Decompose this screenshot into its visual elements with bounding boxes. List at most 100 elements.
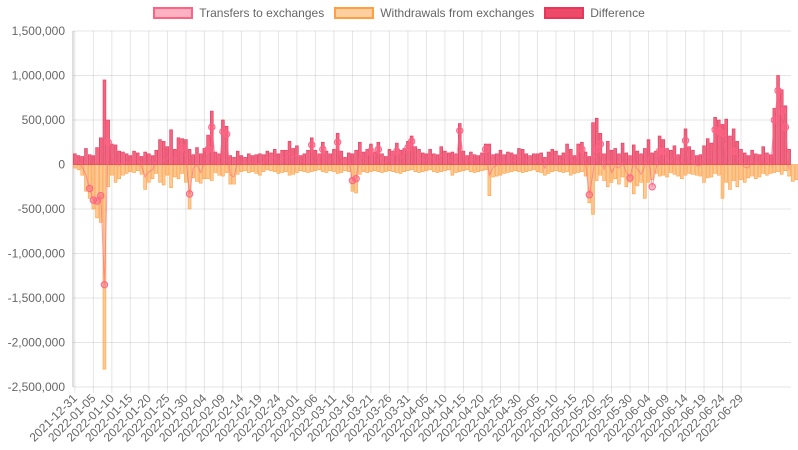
transfers-bar	[161, 141, 166, 165]
transfers-bar	[424, 153, 429, 165]
withdrawals-bar	[413, 164, 418, 172]
transfers-bar	[691, 149, 695, 165]
transfers-bar	[487, 143, 492, 165]
transfers-bar	[546, 151, 551, 165]
difference-point	[308, 141, 316, 149]
transfers-bar	[495, 153, 499, 165]
transfers-bar	[354, 149, 358, 165]
withdrawals-bar	[683, 164, 688, 176]
withdrawals-bar	[506, 164, 510, 173]
legend-label-transfers: Transfers to exchanges	[199, 6, 325, 20]
withdrawals-bar	[661, 164, 666, 176]
withdrawals-bar	[432, 164, 436, 172]
withdrawals-bar	[113, 164, 118, 183]
difference-line	[74, 90, 790, 285]
withdrawals-bar	[124, 164, 129, 174]
withdrawals-bar	[550, 164, 555, 172]
withdrawals-bar	[765, 164, 769, 176]
withdrawals-bar	[339, 164, 344, 173]
difference-point	[729, 147, 738, 155]
withdrawals-bar	[391, 164, 395, 172]
withdrawals-bar	[117, 164, 122, 180]
difference-point	[333, 138, 342, 146]
legend-label-difference: Difference	[590, 6, 645, 20]
transfers-bar	[95, 147, 99, 165]
difference-point	[319, 145, 327, 154]
withdrawals-bar	[380, 164, 384, 173]
difference-point	[204, 145, 212, 154]
transfers-bar	[720, 124, 725, 165]
difference-point	[93, 197, 101, 205]
difference-point	[648, 183, 656, 191]
difference-point	[352, 175, 360, 183]
difference-point	[655, 147, 664, 155]
transfers-bar	[650, 152, 654, 165]
difference-point	[178, 143, 186, 152]
difference-point	[659, 147, 668, 155]
withdrawals-bar	[398, 164, 403, 174]
withdrawals-bar	[376, 164, 381, 172]
transfers-bar	[498, 149, 503, 165]
transfers-bar	[750, 149, 754, 165]
transfers-bar	[350, 153, 355, 165]
withdrawals-bar	[276, 164, 281, 174]
difference-point	[774, 86, 782, 95]
withdrawals-bar	[335, 164, 340, 174]
withdrawals-bar	[328, 164, 332, 172]
transfers-bar	[491, 154, 495, 165]
withdrawals-bar	[287, 164, 292, 176]
legend-item-withdrawals[interactable]: Withdrawals from exchanges	[334, 6, 534, 20]
legend-item-difference[interactable]: Difference	[544, 6, 645, 20]
chart-legend: Transfers to exchanges Withdrawals from …	[0, 6, 798, 20]
transfers-bar	[606, 141, 610, 165]
withdrawals-bar	[343, 164, 347, 172]
transfers-bar	[543, 157, 547, 165]
withdrawals-bar	[724, 164, 728, 183]
transfers-bar	[561, 152, 566, 165]
withdrawals-bar	[702, 164, 706, 183]
transfers-bar	[731, 128, 736, 165]
transfers-bar	[80, 156, 84, 165]
transfers-bar	[502, 154, 506, 165]
withdrawals-bar	[295, 164, 299, 173]
withdrawals-bar	[709, 164, 714, 178]
withdrawals-bar	[535, 164, 540, 172]
transfers-bar	[598, 133, 603, 165]
withdrawals-bar	[580, 164, 584, 172]
withdrawals-bar	[272, 164, 277, 172]
withdrawals-bar	[524, 164, 529, 172]
withdrawals-bar	[757, 164, 762, 178]
withdrawals-bar	[136, 164, 140, 172]
transfers-bar	[276, 153, 281, 165]
withdrawals-bar	[761, 164, 765, 174]
transfers-bar	[620, 142, 625, 165]
difference-point	[97, 191, 105, 200]
legend-swatch-difference	[544, 7, 585, 19]
transfers-bar	[469, 151, 473, 165]
withdrawals-bar	[73, 164, 77, 169]
withdrawals-bar	[458, 164, 462, 172]
withdrawals-bar	[780, 164, 784, 175]
transfers-bar	[705, 138, 710, 165]
withdrawals-bar	[717, 164, 721, 176]
withdrawals-bar	[450, 164, 455, 176]
withdrawals-bar	[321, 164, 325, 172]
withdrawals-bar	[680, 164, 684, 180]
withdrawals-bar	[594, 164, 599, 181]
transfers-bar	[694, 155, 699, 165]
legend-item-transfers[interactable]: Transfers to exchanges	[153, 6, 324, 20]
transfers-bar	[657, 135, 662, 165]
withdrawals-bar	[546, 164, 551, 174]
transfers-bar	[247, 153, 251, 165]
withdrawals-bar	[665, 164, 669, 178]
withdrawals-bar	[754, 164, 758, 180]
transfers-bar	[587, 156, 592, 165]
withdrawals-bar	[402, 164, 406, 172]
withdrawals-bar	[572, 164, 577, 174]
y-tick-label: 1,000,000	[12, 69, 66, 83]
difference-point	[367, 147, 375, 155]
transfers-bar	[628, 155, 632, 165]
withdrawals-bar	[498, 164, 503, 176]
withdrawals-bar	[472, 164, 477, 173]
transfers-bar	[780, 89, 784, 165]
